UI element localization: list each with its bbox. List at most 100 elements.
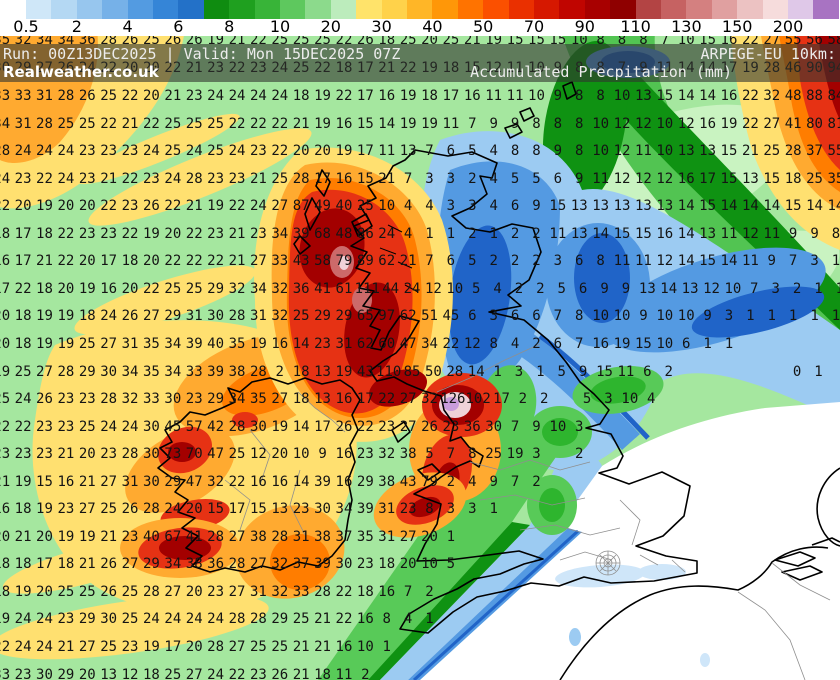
grid-cell: 17 [442, 88, 460, 104]
grid-cell: 18 [356, 584, 374, 600]
grid-cell: 45 [164, 419, 182, 435]
grid-cell [611, 473, 632, 491]
grid-cell: 11 [442, 116, 460, 132]
grid-cell: 21 [228, 253, 246, 269]
grid-cell: 28 [36, 116, 53, 132]
colorbar-segment [76, 0, 103, 19]
grid-cell: 12 [703, 281, 720, 297]
grid-cell [590, 610, 611, 628]
grid-cell [611, 583, 632, 601]
grid-cell: 29 [164, 308, 182, 324]
grid-cell: 5 [532, 171, 541, 187]
grid-cell [504, 583, 525, 601]
grid-cell: 21 [249, 171, 267, 187]
grid-cell: 3 [532, 446, 541, 462]
grid-cell: 0 [792, 364, 802, 380]
colorbar-segment [305, 0, 332, 19]
grid-cell [705, 390, 726, 408]
grid-cell: 25 [271, 639, 289, 655]
grid-cell [462, 555, 483, 573]
grid-row: 3333312826252220212324242424181922171619… [0, 87, 840, 105]
grid-cell: 9 [767, 253, 776, 269]
grid-cell [825, 335, 840, 353]
grid-cell: 24 [143, 611, 160, 627]
grid-cell: 41 [784, 116, 802, 132]
colorbar-segment [584, 0, 611, 19]
grid-cell: 20 [121, 281, 139, 297]
grid-cell: 31 [249, 308, 267, 324]
grid-cell: 24 [271, 88, 289, 104]
grid-cell: 81 [827, 116, 840, 132]
grid-cell [676, 528, 697, 546]
grid-cell: 17 [14, 226, 32, 242]
grid-cell: 6 [532, 308, 541, 324]
grid-cell: 10 [656, 143, 674, 159]
grid-cell: 9 [600, 281, 609, 297]
grid-cell: 23 [57, 501, 75, 517]
grid-cell: 24 [143, 143, 160, 159]
grid-cell [761, 528, 782, 546]
grid-cell: 19 [335, 143, 353, 159]
grid-cell: 11 [741, 253, 759, 269]
london-boroughs [595, 550, 621, 576]
grid-cell [547, 445, 568, 463]
grid-cell: 7 [660, 32, 670, 48]
grid-cell [782, 610, 803, 628]
colorbar-segment [813, 0, 840, 19]
grid-cell: 35 [249, 391, 267, 407]
grid-cell [633, 528, 654, 546]
grid-cell: 11 [335, 667, 353, 680]
grid-cell [462, 583, 483, 601]
grid-cell: 22 [36, 171, 53, 187]
grid-cell: 111 [354, 281, 380, 297]
grid-cell: 8 [532, 116, 541, 132]
grid-cell: 16 [378, 88, 396, 104]
grid-cell: 2 [489, 253, 498, 269]
grid-cell: 17 [100, 253, 118, 269]
grid-cell: 30 [249, 419, 267, 435]
grid-cell: 9 [532, 198, 541, 214]
grid-cell: 25 [0, 391, 11, 407]
run-valid-label: Run: 00Z13DEC2025 | Valid: Mon 15DEC2025… [3, 45, 401, 63]
grid-cell: 22 [228, 116, 246, 132]
grid-cell: 23 [14, 667, 32, 680]
grid-cell: 60 [378, 336, 396, 352]
grid-cell: 28 [143, 501, 160, 517]
grid-cell: 19 [506, 446, 524, 462]
grid-cell [697, 473, 718, 491]
coastline-france [559, 546, 829, 680]
grid-cell [633, 500, 654, 518]
grid-cell: 15 [699, 253, 717, 269]
grid-cell: 6 [510, 198, 520, 214]
grid-row: 2423222423212223242823232125281716152173… [0, 170, 840, 188]
grid-cell: 24 [100, 308, 118, 324]
grid-cell: 27 [36, 364, 53, 380]
grid-cell: 20 [185, 639, 203, 655]
grid-cell: 22 [143, 281, 160, 297]
grid-cell: 16 [463, 88, 481, 104]
grid-cell: 28 [271, 529, 289, 545]
grid-cell [569, 610, 590, 628]
colorbar-label: 0.5 [13, 17, 39, 36]
colorbar-segment [51, 0, 78, 19]
grid-cell [590, 555, 611, 573]
grid-cell: 22 [57, 253, 75, 269]
grid-cell [761, 418, 782, 436]
grid-cell: 20 [36, 529, 53, 545]
grid-cell: 28 [314, 584, 331, 600]
grid-cell: 30 [143, 419, 160, 435]
coastline-isle-of-man [391, 421, 411, 443]
grid-cell: 35 [143, 364, 160, 380]
grid-cell: 15 [356, 171, 374, 187]
colorbar-segment [381, 0, 408, 19]
grid-cell: 28 [100, 391, 118, 407]
grid-cell: 19 [36, 308, 53, 324]
grid-cell: 48 [335, 226, 353, 242]
grid-cell: 21 [292, 667, 310, 680]
grid-cell: 30 [314, 501, 331, 517]
grid-cell: 28 [57, 364, 75, 380]
product-label: Accumulated Precpitation (mm) [470, 63, 732, 81]
grid-cell: 5 [425, 446, 434, 462]
grid-cell: 43 [356, 364, 374, 380]
